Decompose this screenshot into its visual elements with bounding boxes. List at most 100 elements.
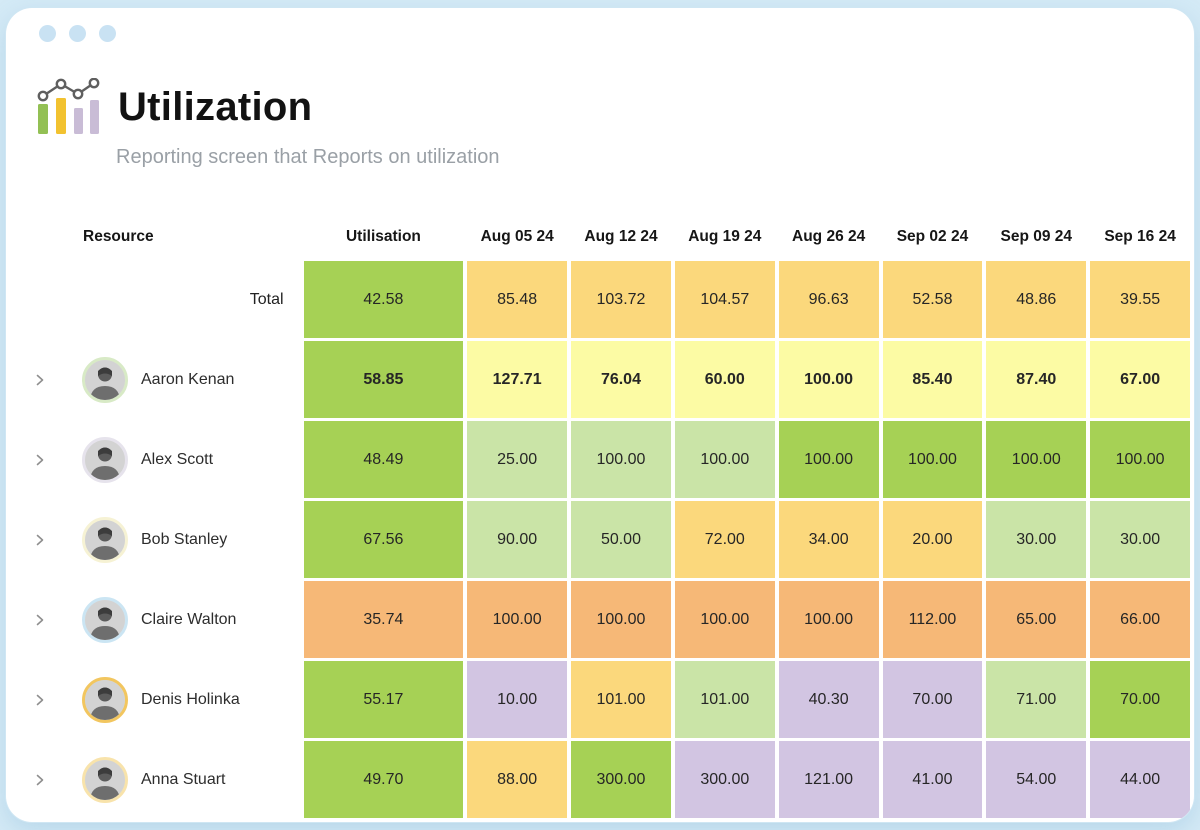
column-header-resource: Resource (83, 228, 154, 245)
week-value-cell: 30.00 (986, 501, 1087, 578)
week-value-cell: 70.00 (882, 661, 983, 738)
utilisation-cell: 42.58 (303, 261, 464, 338)
table-row: Alex Scott 48.49 25.00 100.00 100.00 100.00 10… (8, 421, 1194, 498)
week-value-cell: 66.00 (1090, 581, 1191, 658)
week-value-cell: 67.00 (1090, 341, 1191, 418)
window-control-dot (39, 25, 56, 42)
week-value-cell: 100.00 (571, 421, 671, 498)
resource-name: Bob Stanley (141, 530, 228, 548)
column-header-week: Aug 12 24 (584, 228, 658, 245)
week-value-cell: 121.00 (778, 741, 879, 818)
week-value-cell: 30.00 (1090, 501, 1191, 578)
week-value-cell: 48.86 (986, 261, 1087, 338)
week-value-cell: 127.71 (467, 341, 568, 418)
resource-name: Aaron Kenan (141, 370, 235, 388)
table-row: Anna Stuart 49.70 88.00 300.00 300.00 121.00 4… (8, 741, 1194, 818)
week-value-cell: 300.00 (571, 741, 671, 818)
week-value-cell: 100.00 (571, 581, 671, 658)
utilization-table: Resource Utilisation Aug 05 24 Aug 12 24 Aug… (8, 213, 1194, 821)
column-header-week: Sep 16 24 (1104, 228, 1176, 245)
week-value-cell: 96.63 (778, 261, 879, 338)
week-value-cell: 85.40 (882, 341, 983, 418)
expand-chevron-icon[interactable] (32, 372, 48, 388)
week-value-cell: 100.00 (467, 581, 568, 658)
resource-cell: Denis Holinka (8, 661, 300, 738)
column-header-week: Aug 19 24 (688, 228, 762, 245)
window-control-dot (99, 25, 116, 42)
utilisation-cell: 35.74 (303, 581, 464, 658)
expand-chevron-icon[interactable] (32, 452, 48, 468)
avatar (82, 756, 128, 803)
week-value-cell: 52.58 (882, 261, 983, 338)
app-window: Utilization Reporting screen that Report… (6, 8, 1194, 822)
week-value-cell: 100.00 (986, 421, 1087, 498)
expand-chevron-icon[interactable] (32, 532, 48, 548)
week-value-cell: 20.00 (882, 501, 983, 578)
resource-cell: Bob Stanley (8, 501, 300, 578)
week-value-cell: 103.72 (571, 261, 671, 338)
table-header-row: Resource Utilisation Aug 05 24 Aug 12 24 Aug… (8, 213, 1194, 261)
resource-name: Claire Walton (141, 610, 237, 628)
week-value-cell: 112.00 (882, 581, 983, 658)
column-header-week: Sep 09 24 (1000, 228, 1073, 245)
week-value-cell: 76.04 (571, 341, 671, 418)
week-value-cell: 34.00 (778, 501, 879, 578)
week-value-cell: 87.40 (986, 341, 1087, 418)
week-value-cell: 300.00 (674, 741, 775, 818)
window-controls (39, 25, 116, 42)
week-value-cell: 71.00 (986, 661, 1087, 738)
week-value-cell: 40.30 (778, 661, 879, 738)
utilization-chart-icon (37, 78, 100, 134)
table-row: Denis Holinka 55.17 10.00 101.00 101.00 40.30… (8, 661, 1194, 738)
week-value-cell: 39.55 (1090, 261, 1191, 338)
window-control-dot (69, 25, 86, 42)
week-value-cell: 60.00 (674, 341, 775, 418)
week-value-cell: 25.00 (467, 421, 568, 498)
resource-cell: Anna Stuart (8, 741, 300, 818)
week-value-cell: 90.00 (467, 501, 568, 578)
week-value-cell: 100.00 (778, 581, 879, 658)
resource-cell: Claire Walton (8, 581, 300, 658)
table-row: Claire Walton 35.74 100.00 100.00 100.00 100.… (8, 581, 1194, 658)
expand-chevron-icon[interactable] (32, 772, 48, 788)
expand-chevron-icon[interactable] (32, 692, 48, 708)
avatar (82, 596, 128, 643)
week-value-cell: 101.00 (571, 661, 671, 738)
column-header-utilisation: Utilisation (345, 228, 421, 245)
week-value-cell: 10.00 (467, 661, 568, 738)
resource-name: Denis Holinka (141, 690, 240, 708)
table-row: Total 42.58 85.48 103.72 104.57 96.63 52.58 48.… (8, 261, 1194, 338)
week-value-cell: 44.00 (1090, 741, 1191, 818)
week-value-cell: 85.48 (467, 261, 568, 338)
utilisation-cell: 67.56 (303, 501, 464, 578)
column-header-week: Aug 05 24 (480, 228, 554, 245)
week-value-cell: 101.00 (674, 661, 775, 738)
table-row: Aaron Kenan 58.85 127.71 76.04 60.00 100.00 85… (8, 341, 1194, 418)
avatar (82, 676, 128, 723)
utilisation-cell: 58.85 (303, 341, 464, 418)
week-value-cell: 100.00 (778, 421, 879, 498)
week-value-cell: 100.00 (778, 341, 879, 418)
total-row-label: Total (249, 290, 284, 308)
week-value-cell: 88.00 (467, 741, 568, 818)
utilisation-cell: 48.49 (303, 421, 464, 498)
week-value-cell: 65.00 (986, 581, 1087, 658)
week-value-cell: 70.00 (1090, 661, 1191, 738)
avatar (82, 436, 128, 483)
avatar (82, 356, 128, 403)
week-value-cell: 72.00 (674, 501, 775, 578)
week-value-cell: 41.00 (882, 741, 983, 818)
week-value-cell: 100.00 (674, 421, 775, 498)
expand-chevron-icon[interactable] (32, 612, 48, 628)
week-value-cell: 100.00 (1090, 421, 1191, 498)
resource-cell: Alex Scott (8, 421, 300, 498)
page-title: Utilization (118, 84, 313, 129)
resource-cell: Aaron Kenan (8, 341, 300, 418)
report-header: Utilization Reporting screen that Report… (36, 78, 500, 169)
week-value-cell: 100.00 (882, 421, 983, 498)
week-value-cell: 100.00 (674, 581, 775, 658)
week-value-cell: 104.57 (674, 261, 775, 338)
avatar (82, 516, 128, 563)
page-subtitle: Reporting screen that Reports on utiliza… (116, 146, 500, 168)
table-row: Bob Stanley 67.56 90.00 50.00 72.00 34.00 20.0… (8, 501, 1194, 578)
